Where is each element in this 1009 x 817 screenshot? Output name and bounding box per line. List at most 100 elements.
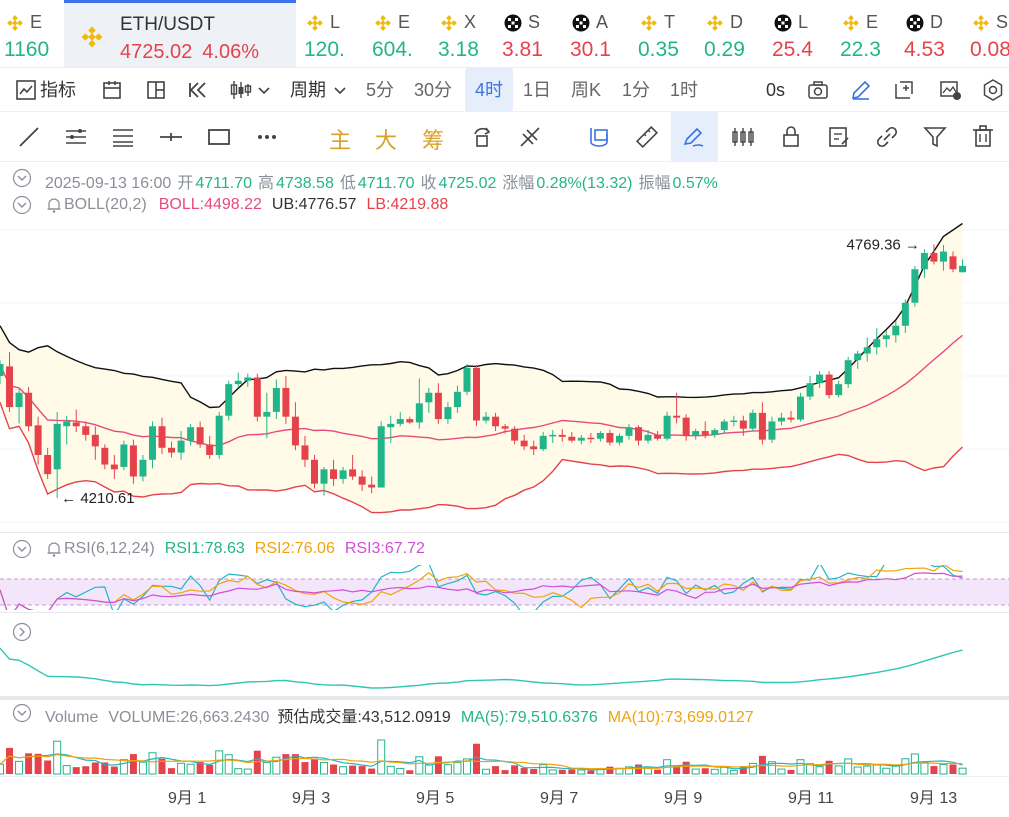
volume-bar[interactable] xyxy=(301,762,309,774)
candle-body[interactable] xyxy=(358,476,366,485)
volume-bar[interactable] xyxy=(624,766,633,775)
volume-bar[interactable] xyxy=(224,754,233,775)
candle-body[interactable] xyxy=(701,431,709,435)
volume-bar[interactable] xyxy=(110,766,118,774)
candle-body[interactable] xyxy=(377,426,385,488)
collapse-boll-icon[interactable] xyxy=(12,195,32,215)
volume-bar[interactable] xyxy=(930,766,938,774)
volume-bar[interactable] xyxy=(691,768,700,775)
rsi-chart[interactable] xyxy=(0,565,1009,610)
candle-body[interactable] xyxy=(473,367,480,421)
candle-body[interactable] xyxy=(72,422,80,427)
volume-bar[interactable] xyxy=(34,753,42,774)
volume-bar[interactable] xyxy=(282,754,290,774)
candle-body[interactable] xyxy=(777,417,785,422)
volume-bar[interactable] xyxy=(587,770,595,774)
magnet-icon[interactable] xyxy=(586,124,612,150)
candle-body[interactable] xyxy=(453,391,461,408)
volume-bar[interactable] xyxy=(729,769,738,775)
boll-name[interactable]: BOLL(20,2) xyxy=(64,196,147,213)
ticker-item[interactable]: A 30.1 xyxy=(566,0,632,67)
candle-body[interactable] xyxy=(0,364,4,376)
volume-bar[interactable] xyxy=(91,762,99,774)
candle-body[interactable] xyxy=(330,469,338,479)
candle-body[interactable] xyxy=(806,383,814,397)
volume-bar[interactable] xyxy=(101,762,109,774)
candle-body[interactable] xyxy=(91,434,99,447)
volume-bar[interactable] xyxy=(806,763,815,775)
candle-body[interactable] xyxy=(263,411,271,417)
candle-body[interactable] xyxy=(739,420,747,429)
ticker-item[interactable]: E 604. xyxy=(368,0,432,67)
volume-bar[interactable] xyxy=(44,760,52,774)
add-chart-icon[interactable] xyxy=(892,78,916,102)
candle-body[interactable] xyxy=(606,432,614,443)
volume-bar[interactable] xyxy=(424,764,433,775)
ticker-item[interactable]: S 0.08 xyxy=(966,0,1009,67)
volume-bar[interactable] xyxy=(415,756,424,775)
volume-divider[interactable] xyxy=(0,696,1009,700)
volume-bar[interactable] xyxy=(834,765,843,775)
candle-body[interactable] xyxy=(129,445,137,477)
volume-bar[interactable] xyxy=(520,767,528,774)
volume-bar[interactable] xyxy=(15,760,24,775)
volume-bar[interactable] xyxy=(939,763,948,775)
candle-body[interactable] xyxy=(568,436,576,441)
candle-body[interactable] xyxy=(682,417,690,436)
candle-body[interactable] xyxy=(539,435,547,450)
candle-body[interactable] xyxy=(406,419,414,423)
candle-body[interactable] xyxy=(310,459,318,484)
volume-bar[interactable] xyxy=(777,768,786,775)
volume-bar[interactable] xyxy=(748,762,757,775)
candle-body[interactable] xyxy=(625,427,633,436)
interval-weekly[interactable]: 周K xyxy=(571,80,602,100)
volume-bar[interactable] xyxy=(291,754,299,774)
ticker-item[interactable]: T 0.35 xyxy=(634,0,698,67)
volume-bar[interactable] xyxy=(82,766,90,774)
candle-body[interactable] xyxy=(615,435,623,443)
indicators-button[interactable]: 指标 xyxy=(40,80,76,100)
ticker-item[interactable]: S 3.81 xyxy=(498,0,564,67)
collapse-rsi-icon[interactable] xyxy=(12,539,32,559)
volume-bar[interactable] xyxy=(72,767,80,774)
volume-bar[interactable] xyxy=(243,768,252,775)
candle-body[interactable] xyxy=(339,470,347,479)
volume-bar[interactable] xyxy=(958,767,967,775)
volume-bar[interactable] xyxy=(635,764,643,774)
candle-body[interactable] xyxy=(320,469,328,484)
volume-bar[interactable] xyxy=(511,765,519,774)
candle-body[interactable] xyxy=(768,421,776,440)
volume-bar[interactable] xyxy=(138,761,147,775)
candle-body[interactable] xyxy=(234,380,242,385)
volume-bar[interactable] xyxy=(872,764,881,775)
candle-body[interactable] xyxy=(225,384,233,416)
candle-body[interactable] xyxy=(177,440,185,453)
candle-body[interactable] xyxy=(272,387,280,412)
candle-body[interactable] xyxy=(663,415,671,439)
volume-bar[interactable] xyxy=(339,766,348,775)
ticker-item[interactable]: L 25.4 xyxy=(768,0,834,67)
volume-bar[interactable] xyxy=(368,768,376,774)
volume-bar[interactable] xyxy=(710,768,719,775)
candle-body[interactable] xyxy=(825,374,833,396)
candle-body[interactable] xyxy=(520,440,528,447)
lock-icon[interactable] xyxy=(778,124,804,150)
candle-body[interactable] xyxy=(463,367,471,392)
layout-icon[interactable] xyxy=(144,78,168,102)
chips-tool[interactable]: 筹 xyxy=(422,129,445,154)
candle-body[interactable] xyxy=(749,412,757,429)
ticker-item[interactable]: L 120. xyxy=(300,0,366,67)
volume-bar[interactable] xyxy=(473,743,480,774)
candle-body[interactable] xyxy=(959,265,967,273)
bell-icon[interactable] xyxy=(45,540,63,558)
interval-1m[interactable]: 1分 xyxy=(622,80,651,100)
volume-bar[interactable] xyxy=(863,765,872,775)
brush-icon[interactable] xyxy=(681,124,707,150)
volume-bar[interactable] xyxy=(949,764,957,774)
candle-body[interactable] xyxy=(797,396,805,420)
candle-body[interactable] xyxy=(6,366,14,408)
candle-body[interactable] xyxy=(15,392,23,408)
volume-bar[interactable] xyxy=(62,765,71,775)
rsi-name[interactable]: RSI(6,12,24) xyxy=(64,540,155,557)
collapse-ohlc-icon[interactable] xyxy=(12,168,32,188)
